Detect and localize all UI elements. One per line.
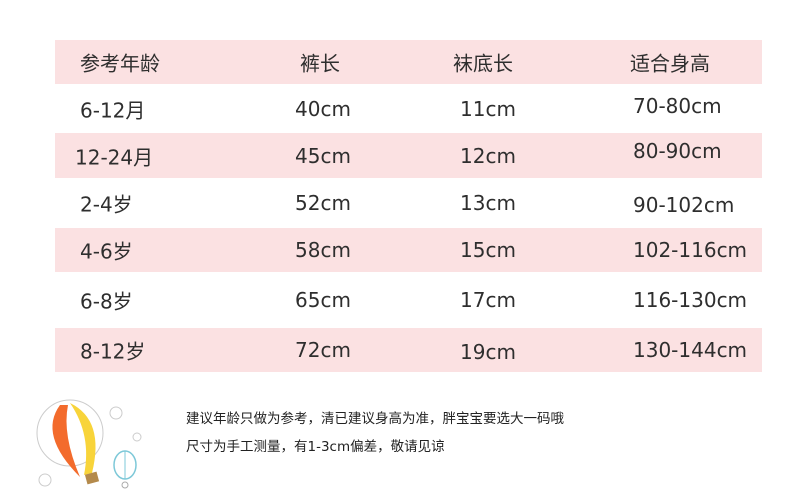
cell-pants-length: 58cm: [295, 238, 351, 262]
table-row: 8-12岁 72cm 19cm 130-144cm: [55, 328, 762, 372]
cell-height: 102-116cm: [633, 238, 748, 262]
table-header: 参考年龄 裤长 袜底长 适合身高: [55, 40, 762, 84]
cell-age: 12-24月: [75, 145, 154, 169]
header-pants-length: 裤长: [300, 51, 340, 76]
cell-sock-length: 11cm: [460, 96, 516, 121]
cell-age: 2-4岁: [80, 192, 133, 217]
table-row: 6-8岁 65cm 17cm 116-130cm: [55, 272, 762, 328]
cell-age: 6-8岁: [80, 289, 133, 314]
cell-height: 90-102cm: [633, 193, 735, 217]
cell-sock-length: 13cm: [460, 191, 516, 215]
note-line-1: 建议年龄只做为参考，清已建议身高为准，胖宝宝要选大一码哦: [186, 411, 564, 427]
cell-height: 130-144cm: [633, 338, 748, 362]
cell-sock-length: 17cm: [460, 288, 516, 312]
table-row: 2-4岁 52cm 13cm 90-102cm: [55, 178, 762, 228]
table-row: 6-12月 40cm 11cm 70-80cm: [55, 84, 762, 133]
cell-pants-length: 52cm: [295, 191, 351, 215]
hot-air-balloon-icon: [36, 399, 142, 489]
header-sock-length: 袜底长: [453, 51, 513, 76]
cell-sock-length: 12cm: [460, 143, 516, 168]
cell-pants-length: 45cm: [295, 143, 351, 168]
cell-pants-length: 40cm: [295, 96, 351, 121]
cell-age: 4-6岁: [80, 239, 133, 264]
cell-sock-length: 15cm: [460, 238, 516, 262]
cell-pants-length: 65cm: [295, 288, 351, 312]
size-notes: 建议年龄只做为参考，清已建议身高为准，胖宝宝要选大一码哦 尺寸为手工测量，有1-…: [186, 405, 564, 461]
cell-height: 70-80cm: [633, 93, 722, 118]
cell-sock-length: 19cm: [460, 340, 516, 364]
table-row: 12-24月 45cm 12cm 80-90cm: [55, 133, 762, 178]
cell-height: 80-90cm: [633, 138, 722, 163]
table-row: 4-6岁 58cm 15cm 102-116cm: [55, 228, 762, 272]
note-line-2: 尺寸为手工测量，有1-3cm偏差，敬请见谅: [186, 439, 445, 455]
cell-age: 6-12月: [80, 98, 146, 122]
header-age: 参考年龄: [80, 51, 160, 76]
cell-height: 116-130cm: [633, 288, 748, 312]
cell-age: 8-12岁: [80, 339, 146, 364]
cell-pants-length: 72cm: [295, 338, 351, 362]
header-height: 适合身高: [630, 51, 710, 76]
